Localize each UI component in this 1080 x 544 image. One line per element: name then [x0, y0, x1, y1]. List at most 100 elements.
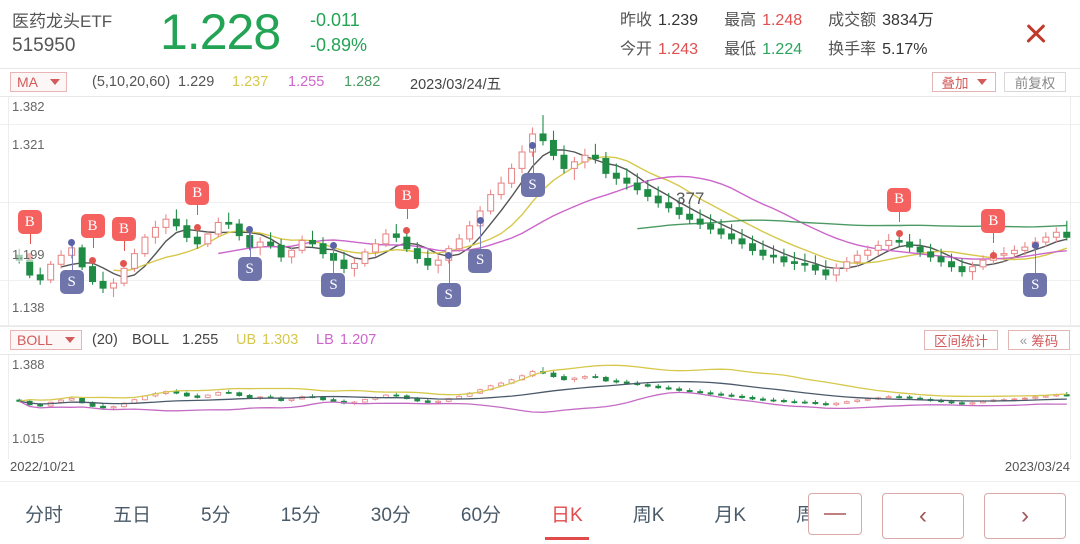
boll-indicator-bar: BOLL (20) BOLL 1.255 UB 1.303 LB 1.207 区…: [0, 326, 1080, 355]
ma5-value: 1.229: [178, 74, 215, 90]
stat-label: 最高: [724, 12, 757, 29]
tab-label: 五日: [113, 504, 152, 526]
tab-label: 60分: [460, 504, 502, 526]
tab-8[interactable]: 月K: [710, 500, 750, 527]
sub-y-axis-top: 1.388: [10, 357, 47, 372]
boll-subchart[interactable]: 1.388 1.015: [0, 355, 1080, 459]
sub-y-axis-bottom: 1.015: [10, 431, 47, 446]
stat-value: 1.239: [658, 12, 699, 29]
security-code: 515950: [12, 35, 76, 56]
sell-signal-marker[interactable]: S: [520, 173, 545, 198]
pan-left-button[interactable]: ‹: [882, 493, 964, 539]
signal-dot: [68, 238, 76, 246]
adjust-button[interactable]: 前复权: [1004, 72, 1066, 92]
range-stats-button[interactable]: 区间统计: [924, 330, 998, 350]
signal-dot: [246, 225, 254, 233]
buy-signal-marker[interactable]: B: [80, 214, 105, 239]
tab-6[interactable]: 日K: [545, 500, 589, 540]
sell-signal-marker[interactable]: S: [1023, 273, 1048, 298]
current-date-label: 2023/03/24/五: [410, 77, 502, 93]
signal-stem: [480, 220, 482, 249]
stat-label: 最低: [724, 41, 757, 58]
last-price: 1.228: [160, 4, 281, 60]
chevron-down-icon: [64, 337, 75, 343]
signal-dot: [403, 227, 411, 235]
change-absolute: -0.011: [310, 10, 360, 30]
stat-column-1: 昨收 1.239 今开 1.243: [620, 8, 698, 62]
boll-ub-value: 1.303: [262, 332, 299, 348]
chevron-right-icon: ›: [1021, 502, 1029, 529]
tab-4[interactable]: 30分: [367, 500, 415, 527]
ma-selector[interactable]: MA: [10, 72, 67, 92]
boll-lb-label: LB: [316, 332, 334, 348]
signal-dot: [445, 251, 453, 259]
pan-right-button[interactable]: ›: [984, 493, 1066, 539]
stat-high: 最高 1.248: [724, 8, 802, 33]
buy-signal-marker[interactable]: B: [981, 209, 1006, 234]
signal-dot: [193, 223, 201, 231]
buy-signal-marker[interactable]: B: [185, 181, 210, 206]
signal-dot: [989, 251, 997, 259]
signal-stem: [333, 245, 335, 274]
tab-5[interactable]: 60分: [457, 500, 505, 527]
x-axis-end-date: 2023/03/24: [1004, 459, 1070, 474]
boll-ub-label: UB: [236, 332, 257, 348]
signal-dot: [120, 259, 128, 267]
stat-column-3: 成交额 3834万 换手率 5.17%: [828, 8, 934, 62]
tab-label: 分时: [25, 504, 64, 526]
y-axis-label-bottom: 1.138: [10, 300, 47, 315]
stat-value: 1.243: [658, 41, 699, 58]
y-axis-label-upper: 1.321: [10, 137, 47, 152]
boll-period: (20): [92, 332, 118, 348]
stat-label: 成交额: [828, 12, 877, 29]
minus-icon: [824, 512, 846, 516]
period-tabs: 分时五日5分15分30分60分日K周K月K周期: [0, 482, 870, 544]
signal-stem: [249, 229, 251, 258]
tab-2[interactable]: 5分: [197, 500, 235, 527]
y-axis-label-lower: 1.199: [10, 247, 47, 262]
overlay-button[interactable]: 叠加: [932, 72, 996, 92]
signal-stem: [71, 242, 73, 271]
signal-dot: [329, 241, 337, 249]
security-name: 医药龙头ETF: [12, 12, 113, 31]
sell-signal-marker[interactable]: S: [436, 283, 461, 308]
stat-column-2: 最高 1.248 最低 1.224: [724, 8, 802, 62]
boll-mid-value: 1.255: [182, 332, 219, 348]
sell-signal-marker[interactable]: S: [468, 248, 493, 273]
sell-signal-marker[interactable]: S: [321, 273, 346, 298]
signal-dot: [529, 141, 537, 149]
chips-button[interactable]: « 筹码: [1008, 330, 1070, 350]
buy-signal-marker[interactable]: B: [17, 210, 42, 235]
chart-nav-buttons: ‹ ›: [808, 493, 1066, 539]
stat-label: 换手率: [828, 41, 877, 58]
close-icon[interactable]: [1022, 20, 1050, 48]
sell-signal-marker[interactable]: S: [237, 257, 262, 282]
tab-0[interactable]: 分时: [21, 500, 67, 527]
buy-signal-marker[interactable]: B: [887, 187, 912, 212]
tab-label: 月K: [714, 504, 747, 526]
x-axis-dates: 2022/10/21 2023/03/24: [0, 459, 1080, 481]
boll-selector[interactable]: BOLL: [10, 330, 82, 350]
stat-low: 最低 1.224: [724, 37, 802, 62]
stat-prev-close: 昨收 1.239: [620, 8, 698, 33]
tab-label: 日K: [551, 504, 583, 526]
signal-dot: [476, 217, 484, 225]
tab-1[interactable]: 五日: [109, 500, 155, 527]
zoom-out-button[interactable]: [808, 493, 862, 535]
tab-3[interactable]: 15分: [277, 500, 325, 527]
tab-7[interactable]: 周K: [629, 500, 669, 527]
stock-chart-app: 医药龙头ETF 515950 1.228 -0.011 -0.89% 昨收 1.2…: [0, 0, 1080, 516]
buy-signal-marker[interactable]: B: [394, 184, 419, 209]
ma-selector-label: MA: [17, 74, 38, 90]
boll-mid-label: BOLL: [132, 332, 170, 348]
tab-label: 5分: [201, 504, 231, 526]
stat-value: 3834万: [882, 12, 934, 29]
chips-button-label: 筹码: [1031, 334, 1059, 349]
sell-signal-marker[interactable]: S: [59, 270, 84, 295]
buy-signal-marker[interactable]: B: [111, 217, 136, 242]
x-axis-start-date: 2022/10/21: [10, 459, 76, 474]
price-candlestick-plot: [15, 115, 1071, 298]
adjust-button-label: 前复权: [1014, 76, 1056, 91]
signal-stem: [532, 145, 534, 174]
